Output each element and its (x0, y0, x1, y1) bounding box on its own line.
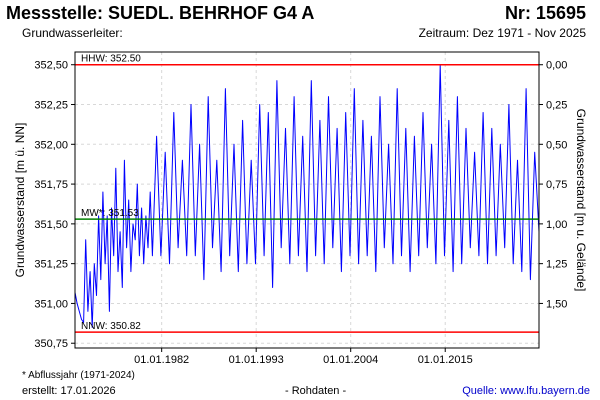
y-axis-label-left: Grundwasserstand [m ü. NN] (13, 123, 27, 278)
page-title: Messstelle: SUEDL. BEHRHOF G4 A (6, 3, 315, 23)
x-tick-label: 01.01.2015 (418, 354, 473, 366)
created-date: erstellt: 17.01.2026 (22, 385, 116, 397)
station-number: Nr: 15695 (504, 3, 586, 23)
y-tick-label: 351,25 (34, 259, 68, 271)
series-line (74, 64, 540, 328)
y-right-tick-label: 0,25 (546, 100, 567, 112)
y-tick-label: 352,00 (34, 139, 68, 151)
reference-line-label: HHW: 352.50 (81, 54, 141, 65)
y-tick-label: 352,50 (34, 60, 68, 72)
y-right-tick-label: 1,50 (546, 298, 567, 310)
plot-background (75, 52, 539, 348)
y-right-tick-label: 0,00 (546, 60, 567, 72)
footnote: * Abflussjahr (1971-2024) (22, 370, 135, 381)
x-tick-label: 01.01.2004 (323, 354, 378, 366)
y-axis-label-right: Grundwasserstand [m u. Gelände] (574, 109, 588, 292)
aquifer-label: Grundwasserleiter: (22, 26, 123, 40)
y-right-tick-label: 1,25 (546, 259, 567, 271)
reference-line-label: MW*: 351.53 (81, 208, 139, 219)
y-right-tick-label: 0,75 (546, 179, 567, 191)
plot-frame (74, 51, 540, 349)
y-tick-label: 352,25 (34, 100, 68, 112)
y-ticks-left: 350,75 351,00 351,25 351,50 351,75 352,00 352,… (34, 60, 75, 350)
y-tick-label: 350,75 (34, 338, 68, 350)
y-right-tick-label: 0,50 (546, 139, 567, 151)
x-tick-label: 01.01.1993 (229, 354, 284, 366)
x-tick-label: 01.01.1982 (134, 354, 189, 366)
reference-line-label: NNW: 350.82 (81, 321, 141, 332)
y-tick-label: 351,75 (34, 179, 68, 191)
reference-lines: HHW: 352.50 MW*: 351.53 NNW: 350.82 (75, 54, 539, 333)
y-tick-label: 351,00 (34, 298, 68, 310)
y-ticks-right: 0,00 0,25 0,50 0,75 1,00 1,25 1,50 (539, 60, 567, 310)
x-ticks: 01.01.1982 01.01.1993 01.01.2004 01.01.2015 (134, 348, 473, 366)
period-label: Zeitraum: Dez 1971 - Nov 2025 (418, 26, 586, 40)
raw-data-label: - Rohdaten - (285, 385, 347, 397)
y-tick-label: 351,50 (34, 219, 68, 231)
source-link[interactable]: Quelle: www.lfu.bayern.de (462, 385, 590, 397)
y-right-tick-label: 1,00 (546, 219, 567, 231)
series-layer (74, 64, 540, 328)
